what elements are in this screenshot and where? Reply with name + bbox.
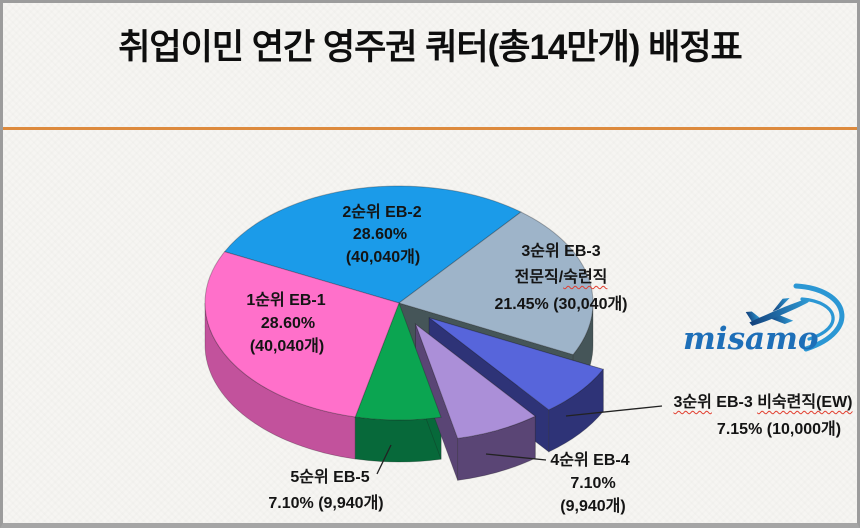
slice-label-eb4-percent: 7.10% (570, 475, 616, 492)
slice-label-eb5-name: 5순위 EB-5 (290, 469, 370, 486)
airplane-icon (745, 297, 810, 326)
slice-label-eb4-name: 4순위 EB-4 (550, 452, 630, 469)
slice-label-eb3ew-name: 3순위 EB-3 비숙련직(EW) (673, 394, 853, 411)
slice-label-eb5-percent-count: 7.10% (9,940개) (268, 495, 384, 512)
slice-label-eb4-count: (9,940개) (560, 498, 626, 515)
slice-label-eb1-name: 1순위 EB-1 (246, 292, 326, 309)
leader-line-eb5 (376, 444, 392, 475)
swoosh-icon (793, 283, 845, 352)
pie-slices (204, 185, 605, 481)
leader-lines (376, 405, 663, 475)
leader-line-eb4 (485, 453, 547, 461)
leader-line-eb3ew (565, 405, 663, 417)
misamo-logo-graphic (745, 283, 845, 352)
title-divider-line (3, 127, 857, 130)
slice-label-eb1-percent: 28.60% (260, 315, 316, 332)
slice-label-eb3-percent-count: 21.45% (30,040개) (494, 296, 628, 313)
slice-label-eb3ew-percent-count: 7.15% (10,000개) (716, 421, 842, 438)
pie-chart (204, 185, 845, 481)
misamo-logo-text: misamo (683, 321, 819, 357)
slice-label-eb3-name: 3순위 EB-3 (521, 243, 601, 260)
slice-label-eb2-name: 2순위 EB-2 (342, 204, 422, 221)
slice-label-eb3-job: 전문직/숙련직 (514, 269, 608, 286)
slice-label-eb2-count: (40,040개) (345, 249, 421, 266)
slice-label-eb2-percent: 28.60% (352, 226, 408, 243)
page-title: 취업이민 연간 영주권 쿼터(총14만개) 배정표 (118, 28, 743, 67)
slice-label-eb1-count: (40,040개) (249, 338, 325, 355)
